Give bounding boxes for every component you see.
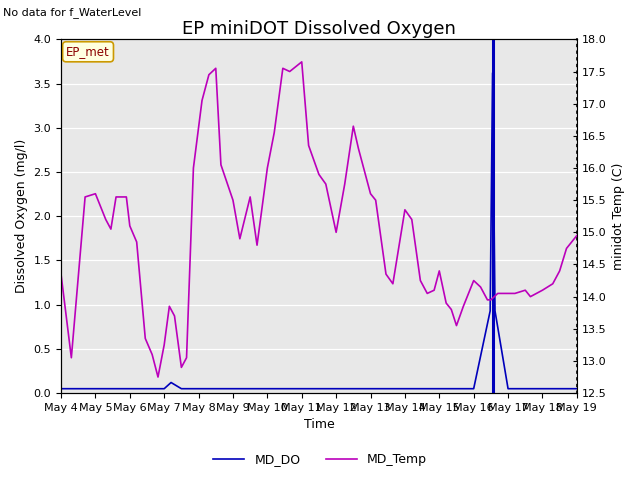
Line: MD_Temp: MD_Temp [61,62,577,377]
MD_Temp [107,226,115,232]
MD_Temp [126,223,134,229]
MD_DO [281,386,289,392]
Y-axis label: minidot Temp (C): minidot Temp (C) [612,163,625,270]
MD_DO [229,386,237,392]
MD_Temp [298,59,305,65]
MD_DO [264,386,271,392]
MD_DO [539,386,547,392]
MD_Temp [573,233,580,239]
X-axis label: Time: Time [303,419,334,432]
MD_DO [349,386,357,392]
MD_Temp [57,271,65,277]
MD_DO [452,386,460,392]
MD_Temp [460,303,467,309]
MD_DO [246,386,254,392]
Y-axis label: Dissolved Oxygen (mg/l): Dissolved Oxygen (mg/l) [15,139,28,293]
MD_DO [435,386,443,392]
MD_DO [177,386,185,392]
MD_Temp [305,143,312,148]
MD_DO [74,386,82,392]
MD_Temp [539,288,547,293]
Text: No data for f_WaterLevel: No data for f_WaterLevel [3,7,141,18]
MD_DO [504,386,512,392]
MD_DO [470,386,477,392]
MD_DO [92,386,99,392]
MD_DO [161,386,168,392]
MD_DO [109,386,116,392]
MD_DO [573,386,580,392]
Legend: MD_DO, MD_Temp: MD_DO, MD_Temp [208,448,432,471]
MD_DO [486,308,494,314]
MD_DO [332,386,340,392]
MD_DO [556,386,563,392]
MD_DO [195,386,202,392]
MD_DO [419,386,426,392]
MD_DO [212,386,220,392]
MD_DO [126,386,134,392]
MD_DO [489,70,497,76]
Title: EP miniDOT Dissolved Oxygen: EP miniDOT Dissolved Oxygen [182,20,456,38]
MD_DO [298,386,305,392]
MD_DO [384,386,392,392]
MD_DO [143,386,151,392]
MD_DO [315,386,323,392]
MD_Temp [270,130,278,135]
MD_DO [491,308,499,314]
MD_DO [522,386,529,392]
MD_DO [167,380,175,385]
MD_Temp [154,374,162,380]
Line: MD_DO: MD_DO [61,73,577,389]
MD_DO [401,386,409,392]
MD_DO [57,386,65,392]
MD_DO [367,386,374,392]
Text: EP_met: EP_met [66,45,110,58]
